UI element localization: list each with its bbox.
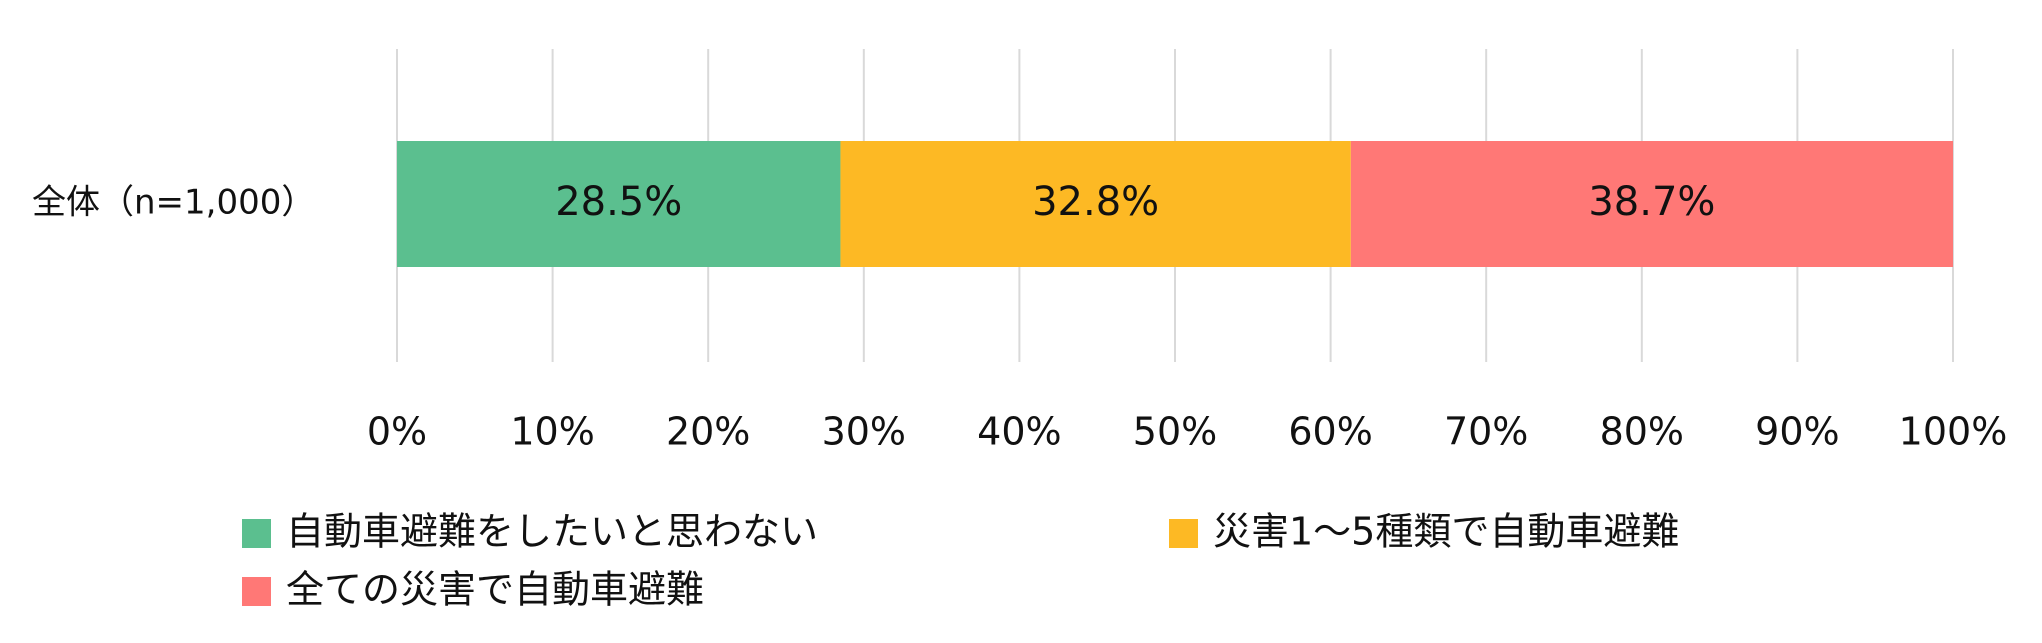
x-tick-label: 100% [1899, 410, 2008, 454]
legend-label: 全ての災害で自動車避難 [286, 568, 704, 612]
x-tick-label: 50% [1133, 410, 1217, 454]
bar-segment [397, 141, 841, 267]
x-tick-label: 40% [977, 410, 1061, 454]
legend-swatch [242, 577, 271, 606]
x-tick-label: 20% [666, 410, 750, 454]
data-label: 28.5% [555, 179, 682, 225]
legend-swatch [1169, 519, 1198, 548]
data-label: 32.8% [1032, 179, 1159, 225]
data-label: 38.7% [1588, 179, 1715, 225]
legend-swatch [242, 519, 271, 548]
x-tick-label: 90% [1755, 410, 1839, 454]
legend-label: 自動車避難をしたいと思わない [286, 510, 818, 554]
x-tick-label: 0% [367, 410, 427, 454]
x-tick-label: 10% [510, 410, 594, 454]
x-tick-label: 30% [822, 410, 906, 454]
category-label: 全体（n=1,000） [32, 183, 315, 223]
bar-segment [840, 141, 1351, 267]
x-tick-label: 60% [1288, 410, 1372, 454]
x-tick-label: 70% [1444, 410, 1528, 454]
bar-segment [1350, 141, 1953, 267]
x-tick-label: 80% [1600, 410, 1684, 454]
legend-label: 災害1〜5種類で自動車避難 [1213, 510, 1679, 554]
